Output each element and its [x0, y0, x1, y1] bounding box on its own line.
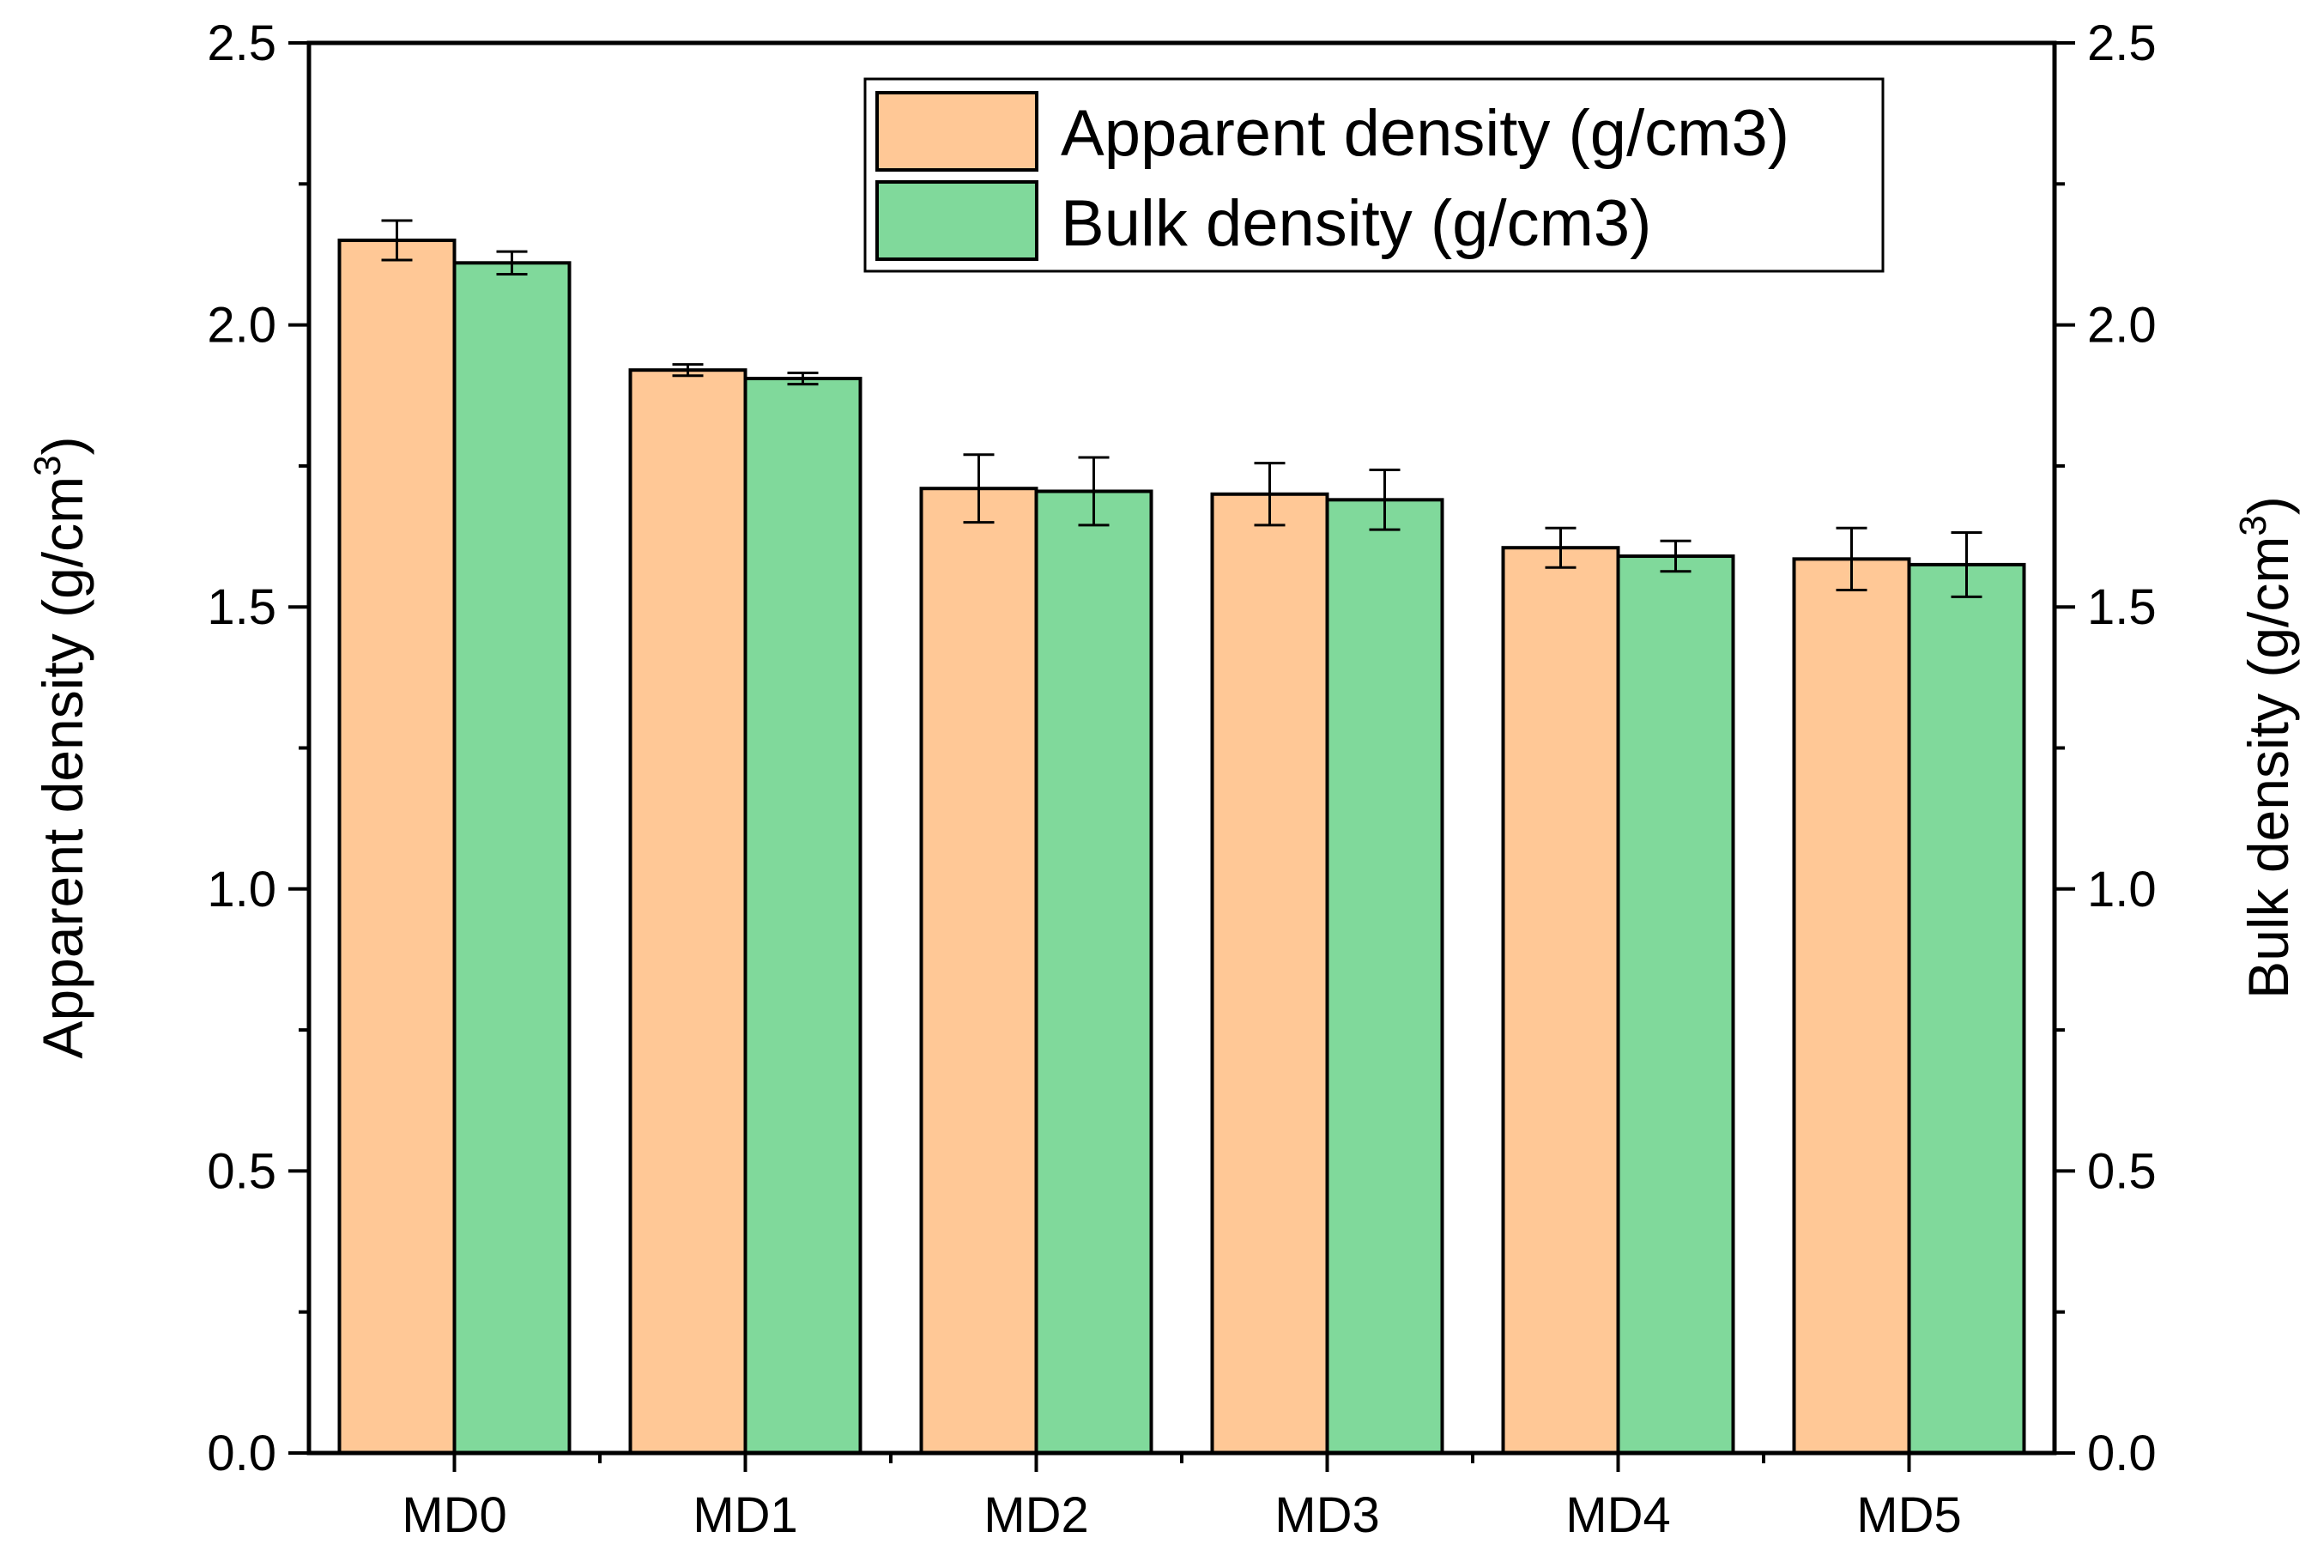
axis-ticks-layer — [288, 41, 2075, 1472]
bar-md2-series-0 — [919, 487, 1038, 1455]
bar-md3-series-1 — [1325, 498, 1444, 1455]
left-axis-title-main: Apparent density (g/cm — [31, 476, 94, 1059]
left-axis-title-sup: 3 — [27, 455, 69, 475]
bar-md3-series-0 — [1210, 492, 1329, 1455]
legend: Apparent density (g/cm3) Bulk density (g… — [863, 77, 1885, 273]
tick-labels-layer: MD0 MD1 MD2 MD3 MD4 MD5 0.0 0.0 0.5 0.5 1.0 1.0 1.5 1… — [207, 15, 2156, 1543]
bar-md2-series-1 — [1034, 489, 1153, 1455]
x-tick-label-md2: MD2 — [983, 1487, 1088, 1543]
right-y-tick-label-1.5: 1.5 — [2087, 579, 2157, 635]
left-y-tick-label-1.5: 1.5 — [207, 579, 276, 635]
legend-swatch-apparent-density — [875, 91, 1038, 172]
bar-md0-series-0 — [337, 239, 457, 1455]
bar-md1-series-0 — [628, 368, 747, 1455]
bars-layer — [337, 239, 2026, 1456]
right-axis-title-main: Bulk density (g/cm — [2236, 536, 2300, 999]
x-tick-label-md4: MD4 — [1565, 1487, 1670, 1543]
x-tick-label-md0: MD0 — [402, 1487, 506, 1543]
bar-md4-series-0 — [1501, 546, 1620, 1455]
bar-md4-series-1 — [1616, 554, 1735, 1455]
left-axis-title-close: ) — [31, 436, 94, 455]
legend-label-apparent-density: Apparent density (g/cm3) — [1061, 97, 1789, 170]
right-y-tick-label-2.0: 2.0 — [2087, 298, 2157, 354]
right-y-tick-label-2.5: 2.5 — [2087, 15, 2157, 71]
x-tick-label-md5: MD5 — [1856, 1487, 1961, 1543]
right-axis-title-close: ) — [2236, 496, 2300, 515]
right-y-tick-label-1.0: 1.0 — [2087, 862, 2157, 917]
right-y-tick-label-0.5: 0.5 — [2087, 1143, 2157, 1199]
left-axis-title: Apparent density (g/cm3) — [27, 436, 94, 1058]
bar-md5-series-1 — [1907, 562, 2026, 1455]
left-y-tick-label-2.5: 2.5 — [207, 15, 276, 71]
x-tick-label-md3: MD3 — [1274, 1487, 1379, 1543]
left-y-tick-label-1.0: 1.0 — [207, 862, 276, 917]
left-y-tick-label-0.0: 0.0 — [207, 1426, 276, 1481]
bar-md1-series-1 — [743, 377, 862, 1455]
right-axis-title-sup: 3 — [2232, 515, 2274, 536]
left-y-tick-label-2.0: 2.0 — [207, 298, 276, 354]
bar-md0-series-1 — [452, 261, 572, 1456]
x-tick-label-md1: MD1 — [693, 1487, 797, 1543]
right-axis-title: Bulk density (g/cm3) — [2232, 496, 2300, 999]
left-y-tick-label-0.5: 0.5 — [207, 1143, 276, 1199]
legend-label-bulk-density: Bulk density (g/cm3) — [1061, 187, 1651, 260]
right-y-tick-label-0.0: 0.0 — [2087, 1426, 2157, 1481]
bar-md5-series-0 — [1792, 557, 1911, 1455]
legend-swatch-bulk-density — [875, 180, 1038, 261]
error-bars-layer — [381, 219, 1982, 598]
